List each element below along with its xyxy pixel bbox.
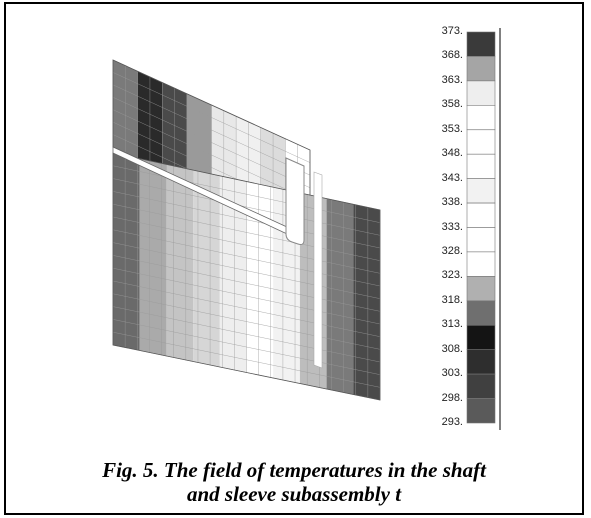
mesh-line [112, 109, 311, 201]
mesh-line [112, 306, 381, 363]
caption-line-2: and sleeve subassembly t [186, 482, 402, 506]
scale-band [466, 31, 496, 57]
scale-band [466, 398, 496, 424]
mesh-line [112, 191, 381, 249]
mesh-line [112, 203, 381, 261]
scale-band [466, 56, 496, 82]
scale-band [466, 202, 496, 228]
field-band [166, 164, 194, 362]
mesh-line [112, 165, 381, 223]
field-band [193, 170, 220, 367]
field-band [353, 204, 380, 400]
scale-band [466, 80, 496, 106]
field-band [326, 198, 354, 395]
mesh-line [112, 216, 381, 274]
scale-band [466, 276, 496, 302]
scale-band [466, 251, 496, 277]
mesh-line [112, 267, 381, 325]
mesh-line [112, 84, 311, 176]
sleeve-lower-field [112, 152, 381, 401]
mesh-line [112, 293, 381, 350]
slot-cutout [112, 146, 323, 369]
scale-band [466, 129, 496, 155]
scale-band [466, 349, 496, 375]
mesh-line [112, 97, 311, 188]
mesh-line [112, 242, 381, 299]
scale-band [466, 105, 496, 131]
scale-band [466, 227, 496, 253]
mesh-line [112, 255, 381, 312]
scale-band [466, 178, 496, 204]
mesh-line [112, 229, 381, 287]
slot-pocket [285, 157, 305, 245]
color-scale-bar [466, 28, 501, 430]
scale-band [466, 153, 496, 179]
field-band [113, 153, 140, 351]
field-band [246, 181, 274, 378]
caption-line-1: Fig. 5. The field of temperatures in the… [102, 458, 486, 482]
scale-band [466, 324, 496, 350]
mesh-line [112, 319, 381, 375]
mesh-line [112, 178, 381, 236]
scale-band [466, 300, 496, 326]
field-band [139, 158, 167, 356]
figure-caption: Fig. 5. The field of temperatures in the… [4, 458, 584, 506]
mesh-line [112, 72, 311, 163]
field-band [219, 175, 247, 373]
mesh-line [112, 331, 381, 388]
gap-strip [313, 171, 323, 369]
scale-band [466, 373, 496, 399]
mesh-line [112, 280, 381, 337]
